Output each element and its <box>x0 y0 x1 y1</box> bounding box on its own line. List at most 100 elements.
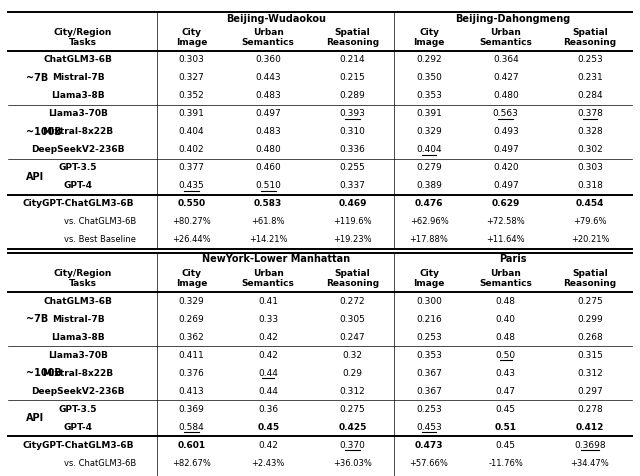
Text: +20.21%: +20.21% <box>571 236 609 245</box>
Text: +14.21%: +14.21% <box>249 236 287 245</box>
Text: 0.327: 0.327 <box>179 73 204 82</box>
Text: Reasoning: Reasoning <box>563 38 616 47</box>
Text: 0.329: 0.329 <box>179 297 204 306</box>
Text: Image: Image <box>413 38 445 47</box>
Text: Image: Image <box>176 38 207 47</box>
Text: GPT-3.5: GPT-3.5 <box>59 405 97 414</box>
Text: 0.443: 0.443 <box>255 73 281 82</box>
Text: +82.67%: +82.67% <box>172 458 211 467</box>
Text: 0.253: 0.253 <box>577 56 603 65</box>
Text: 0.41: 0.41 <box>259 297 278 306</box>
Text: Llama3-8B: Llama3-8B <box>51 333 105 341</box>
Text: 0.279: 0.279 <box>416 163 442 172</box>
Text: 0.367: 0.367 <box>416 387 442 396</box>
Text: 0.480: 0.480 <box>255 146 281 155</box>
Text: 0.427: 0.427 <box>493 73 518 82</box>
Text: 0.629: 0.629 <box>492 199 520 208</box>
Text: Llama3-8B: Llama3-8B <box>51 91 105 100</box>
Text: +61.8%: +61.8% <box>252 218 285 227</box>
Text: Llama3-70B: Llama3-70B <box>48 350 108 359</box>
Text: 0.460: 0.460 <box>255 163 281 172</box>
Text: 0.454: 0.454 <box>575 199 604 208</box>
Text: 0.420: 0.420 <box>493 163 518 172</box>
Text: +119.6%: +119.6% <box>333 218 372 227</box>
Text: API: API <box>26 413 44 423</box>
Text: 0.404: 0.404 <box>416 146 442 155</box>
Text: 0.247: 0.247 <box>340 333 365 341</box>
Text: 0.370: 0.370 <box>339 440 365 449</box>
Text: 0.312: 0.312 <box>577 368 603 377</box>
Text: Semantics: Semantics <box>242 38 294 47</box>
Text: 0.231: 0.231 <box>577 73 603 82</box>
Text: DeepSeekV2-236B: DeepSeekV2-236B <box>31 387 125 396</box>
Text: NewYork-Lower Manhattan: NewYork-Lower Manhattan <box>202 255 349 265</box>
Text: 0.43: 0.43 <box>496 368 516 377</box>
Text: 0.360: 0.360 <box>255 56 281 65</box>
Text: 0.483: 0.483 <box>255 128 281 137</box>
Text: -11.76%: -11.76% <box>488 458 524 467</box>
Text: 0.352: 0.352 <box>179 91 204 100</box>
Text: 0.255: 0.255 <box>339 163 365 172</box>
Text: 0.275: 0.275 <box>339 405 365 414</box>
Text: 0.362: 0.362 <box>179 333 204 341</box>
Text: 0.42: 0.42 <box>259 333 278 341</box>
Text: Image: Image <box>413 279 445 288</box>
Text: 0.404: 0.404 <box>179 128 204 137</box>
Text: 0.413: 0.413 <box>179 387 204 396</box>
Text: Tasks: Tasks <box>68 38 97 47</box>
Text: 0.44: 0.44 <box>259 387 278 396</box>
Text: 0.328: 0.328 <box>577 128 603 137</box>
Text: 0.303: 0.303 <box>179 56 205 65</box>
Text: 0.497: 0.497 <box>493 181 518 190</box>
Text: 0.275: 0.275 <box>577 297 603 306</box>
Text: 0.378: 0.378 <box>577 109 603 119</box>
Text: +62.96%: +62.96% <box>410 218 449 227</box>
Text: 0.215: 0.215 <box>339 73 365 82</box>
Text: 0.337: 0.337 <box>339 181 365 190</box>
Text: +80.27%: +80.27% <box>172 218 211 227</box>
Text: Mixtral-8x22B: Mixtral-8x22B <box>42 368 113 377</box>
Text: 0.3698: 0.3698 <box>574 440 605 449</box>
Text: Beijing-Dahongmeng: Beijing-Dahongmeng <box>456 13 571 23</box>
Text: 0.480: 0.480 <box>493 91 518 100</box>
Text: 0.411: 0.411 <box>179 350 204 359</box>
Text: Urban: Urban <box>490 28 521 37</box>
Text: 0.48: 0.48 <box>496 297 516 306</box>
Text: Mixtral-8x22B: Mixtral-8x22B <box>42 128 113 137</box>
Text: Urban: Urban <box>253 269 284 278</box>
Text: 0.300: 0.300 <box>416 297 442 306</box>
Text: City/Region: City/Region <box>53 28 111 37</box>
Text: Spatial: Spatial <box>335 28 371 37</box>
Text: 0.391: 0.391 <box>416 109 442 119</box>
Text: 0.493: 0.493 <box>493 128 518 137</box>
Text: 0.583: 0.583 <box>254 199 282 208</box>
Text: 0.497: 0.497 <box>493 146 518 155</box>
Text: 0.51: 0.51 <box>495 423 516 432</box>
Text: 0.393: 0.393 <box>339 109 365 119</box>
Text: 0.473: 0.473 <box>415 440 444 449</box>
Text: 0.510: 0.510 <box>255 181 281 190</box>
Text: +11.64%: +11.64% <box>486 236 525 245</box>
Text: CityGPT-ChatGLM3-6B: CityGPT-ChatGLM3-6B <box>22 440 134 449</box>
Text: 0.476: 0.476 <box>415 199 444 208</box>
Text: City/Region: City/Region <box>53 269 111 278</box>
Text: Spatial: Spatial <box>572 28 608 37</box>
Text: Llama3-70B: Llama3-70B <box>48 109 108 119</box>
Text: 0.50: 0.50 <box>496 350 516 359</box>
Text: 0.297: 0.297 <box>577 387 603 396</box>
Text: +26.44%: +26.44% <box>172 236 211 245</box>
Text: +2.43%: +2.43% <box>252 458 285 467</box>
Text: 0.435: 0.435 <box>179 181 204 190</box>
Text: +57.66%: +57.66% <box>410 458 449 467</box>
Text: 0.353: 0.353 <box>416 91 442 100</box>
Text: 0.216: 0.216 <box>416 315 442 324</box>
Text: City: City <box>182 269 202 278</box>
Text: ChatGLM3-6B: ChatGLM3-6B <box>44 297 113 306</box>
Text: 0.42: 0.42 <box>259 440 278 449</box>
Text: 0.364: 0.364 <box>493 56 518 65</box>
Text: ~7B: ~7B <box>26 314 48 324</box>
Text: 0.550: 0.550 <box>177 199 205 208</box>
Text: 0.278: 0.278 <box>577 405 603 414</box>
Text: Paris: Paris <box>499 255 527 265</box>
Text: 0.44: 0.44 <box>259 368 278 377</box>
